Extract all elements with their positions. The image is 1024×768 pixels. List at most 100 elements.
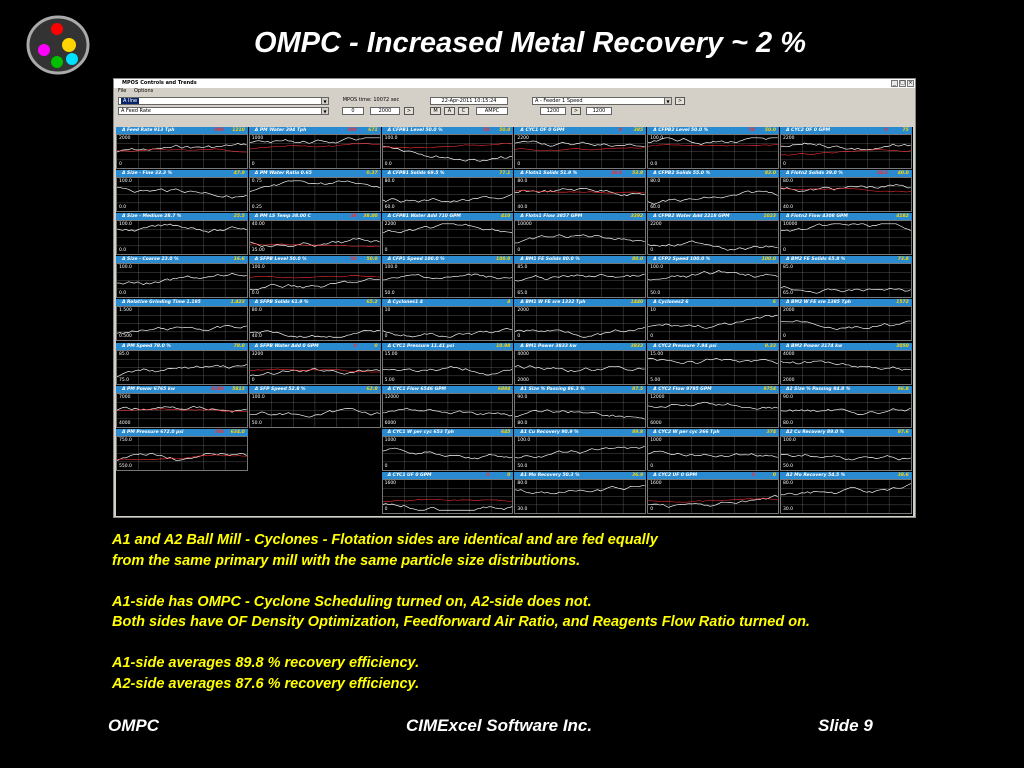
trend-panel[interactable]: A CYC2 Pressure 7.94 psi 8.33 15.00 5.00 [647, 342, 779, 385]
feeder-next-button[interactable]: > [675, 97, 685, 105]
trend-panel[interactable]: A CYC1 OF 0 GPM 0 385 2200 0 [514, 127, 647, 170]
trend-panel[interactable]: A CYC2 Flow 9795 GPM 9754 12000 6000 [647, 385, 779, 428]
trend-ref: 0 [884, 128, 888, 133]
trend-panel[interactable]: A PM Water Ratio 0.65 0.37 0.75 0.25 [248, 170, 381, 213]
menu-options[interactable]: Options [133, 88, 154, 94]
trend-panel[interactable]: A BM1 Power 3833 kw 3833 4000 2000 [514, 342, 647, 385]
trend-panel[interactable]: A PM LS Temp 38.00 C 38 38.00 40.00 35.00 [248, 213, 381, 256]
maximize-button[interactable]: □ [899, 80, 906, 87]
trend-panel[interactable]: A CFPB1 Solids 69.5 % 77.1 80.0 60.0 [381, 170, 514, 213]
trend-plot [249, 221, 380, 255]
trend-min: 75.0 [119, 377, 130, 383]
trend-panel[interactable]: A BM1 FE Solids 80.0 % 80.0 85.0 65.0 [514, 256, 647, 299]
trend-panel[interactable]: A CFPB2 Water Add 2218 GPM 1023 2200 0 [647, 213, 779, 256]
trend-panel[interactable]: A BM1 W FE sre 1332 Tph 1440 2000 0 [514, 299, 647, 342]
trend-title: A PM Water Ratio 0.65 [254, 171, 312, 177]
trend-title: A CFP1 Speed 100.0 % [387, 257, 445, 263]
trend-panel[interactable]: A Size - Fine 33.3 % 47.9 100.0 0.0 [116, 170, 248, 213]
range-next-button[interactable]: > [404, 107, 414, 115]
trend-panel[interactable]: A SFPB Solids 61.9 % 65.2 80.0 40.0 [248, 299, 381, 342]
trend-min: 0 [650, 248, 654, 254]
trend-panel[interactable]: A Flotn2 Solids 39.0 % 38.6 40.0 80.0 40.0 [780, 170, 912, 213]
trend-panel[interactable]: A PM Speed 78.0 % 78.0 85.0 75.0 [116, 342, 248, 385]
trend-ref: 800 [214, 128, 224, 133]
trend-panel[interactable]: A Cyclones1 4 4 10 0 [381, 299, 514, 342]
chevron-down-icon[interactable]: ▼ [321, 98, 328, 104]
trend-ref: 38.6 [611, 171, 623, 177]
trend-panel[interactable]: A SFPB Water Add 0 GPM 0 0 3200 0 [248, 342, 381, 385]
trend-panel[interactable]: A CYC1 W per cyc 653 Tph 645 1000 0 [381, 428, 514, 471]
trend-title: A BM2 Power 3174 kw [786, 343, 843, 349]
line-select[interactable]: A Ilne ▼ [118, 97, 329, 105]
mode-a-button[interactable]: A [444, 107, 455, 115]
trend-panel[interactable]: A CYC2 UF 0 GPM 0 0 1600 0 [647, 471, 779, 514]
trend-max: 15.00 [384, 351, 398, 357]
trend-panel[interactable]: A BM2 FE Solids 65.8 % 73.8 85.0 65.0 [780, 256, 912, 299]
trend-panel[interactable]: A BM2 W FE sre 1385 Tph 1572 2000 0 [780, 299, 912, 342]
trend-panel[interactable]: A CFPB1 Level 50.0 % 50 50.0 100.0 0.0 [381, 127, 514, 170]
range-min-field[interactable]: 0 [342, 107, 364, 115]
tag-select[interactable]: A Feed Rate ▼ [118, 107, 329, 115]
trend-panel[interactable]: A CYC1 Pressure 11.41 psi 10.98 15.00 5.00 [381, 342, 514, 385]
trend-panel[interactable]: A Flotn2 Flow 4308 GPM 4182 10000 0 [780, 213, 912, 256]
output-field[interactable]: 1200 [586, 107, 612, 115]
trend-plot [515, 264, 646, 298]
range-max-field[interactable]: 2000 [370, 107, 400, 115]
trend-panel[interactable]: A CYC1 Flow 6546 GPM 6884 12000 6000 [381, 385, 514, 428]
trend-panel[interactable]: A2 Cu Recovery 89.0 % 87.6 100.0 50.0 [780, 428, 912, 471]
trend-panel[interactable]: A SFP Speed 52.8 % 62.8 100.0 50.0 [248, 385, 381, 428]
trend-panel[interactable]: A Relative Grinding Time 1.195 1.423 1.500… [116, 299, 248, 342]
trend-panel[interactable]: A2 Size % Passing 84.8 % 86.8 90.0 80.0 [780, 385, 912, 428]
trend-panel[interactable]: A PM Power 6765 kw 6108 5813 7000 4000 [116, 385, 248, 428]
trend-plot [382, 307, 513, 341]
trend-panel[interactable]: A CYC1 UF 0 GPM 0 0 1600 0 [381, 471, 514, 514]
trend-panel[interactable]: A CYC2 OF 0 GPM 0 75 2200 0 [780, 127, 912, 170]
trend-plot [781, 264, 911, 298]
trend-panel[interactable]: A CFPB2 Solids 55.0 % 83.0 80.0 60.0 [647, 170, 779, 213]
trend-panel[interactable]: A SFPB Level 50.0 % 50 50.0 100.0 0.0 [248, 256, 381, 299]
minimize-button[interactable]: _ [891, 80, 898, 87]
trend-panel[interactable]: A1 Size % Passing 86.3 % 87.5 90.0 80.0 [514, 385, 647, 428]
trend-line [382, 273, 513, 281]
trend-panel[interactable]: A Size - Medium 28.7 % 25.5 100.0 0.0 [116, 213, 248, 256]
trend-panel[interactable]: A Flotn1 Flow 3857 GPM 3292 10000 0 [514, 213, 647, 256]
trend-panel[interactable]: A1 Cu Recovery 90.9 % 89.8 100.0 50.0 [514, 428, 647, 471]
chevron-down-icon[interactable]: ▼ [321, 108, 328, 114]
mpos-time-label: MPOS time: 10072 sec [342, 97, 400, 105]
setpoint-field[interactable]: 1200 [540, 107, 566, 115]
trend-panel[interactable]: A Feed Rate 913 Tph 800 1210 2000 0 [116, 127, 248, 170]
trend-panel[interactable]: A CFP1 Speed 100.0 % 100.0 100.0 50.0 [381, 256, 514, 299]
trend-max: 750.0 [119, 437, 132, 443]
trend-panel[interactable]: A Size - Coarse 23.0 % 16.6 100.0 0.0 [116, 256, 248, 299]
trend-panel[interactable]: A Cyclones2 6 6 10 0 [647, 299, 779, 342]
trend-line [781, 223, 911, 232]
chevron-down-icon[interactable]: ▼ [664, 98, 671, 104]
trend-panel[interactable]: A PM Pressure 672.0 psi 700 634.0 750.0 550.… [116, 428, 248, 471]
trend-panel[interactable]: A PM Water 394 Tph 300 671 1000 0 [248, 127, 381, 170]
trend-value: 77.1 [499, 171, 511, 177]
trend-title: A Flotn1 Flow 3857 GPM [520, 214, 583, 220]
trend-min: 4000 [119, 420, 131, 426]
setpoint-next-button[interactable]: > [571, 107, 581, 115]
trend-panel[interactable]: A BM2 Power 3174 kw 3050 4000 2000 [780, 342, 912, 385]
trend-line [117, 405, 247, 413]
trend-max: 10000 [783, 222, 798, 228]
trend-panel[interactable]: A Flotn1 Solids 51.9 % 38.6 53.8 80.0 40.0 [514, 170, 647, 213]
mode-m-button[interactable]: M [430, 107, 441, 115]
trend-panel[interactable]: A CFPB1 Water Add 710 GPM 410 2200 0 [381, 213, 514, 256]
menu-file[interactable]: File [118, 88, 127, 94]
close-button[interactable]: × [907, 80, 914, 87]
feeder-select[interactable]: A - Feeder 1 Speed ▼ [532, 97, 672, 105]
trend-title: A CFPB1 Level 50.0 % [387, 128, 443, 133]
trend-panel[interactable]: A1 Mo Recovery 50.3 % 36.9 80.0 30.0 [514, 471, 647, 514]
trend-panel[interactable]: A CFP2 Speed 100.0 % 100.0 100.0 50.0 [647, 256, 779, 299]
trend-panel[interactable]: A2 Mo Recovery 54.5 % 38.6 80.0 30.0 [780, 471, 912, 514]
trend-panel[interactable]: A CYC2 W per cyc 366 Tph 374 1000 0 [647, 428, 779, 471]
trend-plot-area: 0.75 0.25 [248, 177, 381, 213]
caption-line [112, 571, 992, 592]
trend-setpoint-line [249, 243, 380, 247]
trend-line [515, 327, 646, 338]
trend-panel[interactable]: A CFPB2 Level 50.0 % 50 50.0 100.0 0.0 [647, 127, 779, 170]
footer-right: Slide 9 [818, 716, 873, 735]
mode-c-button[interactable]: C [458, 107, 469, 115]
